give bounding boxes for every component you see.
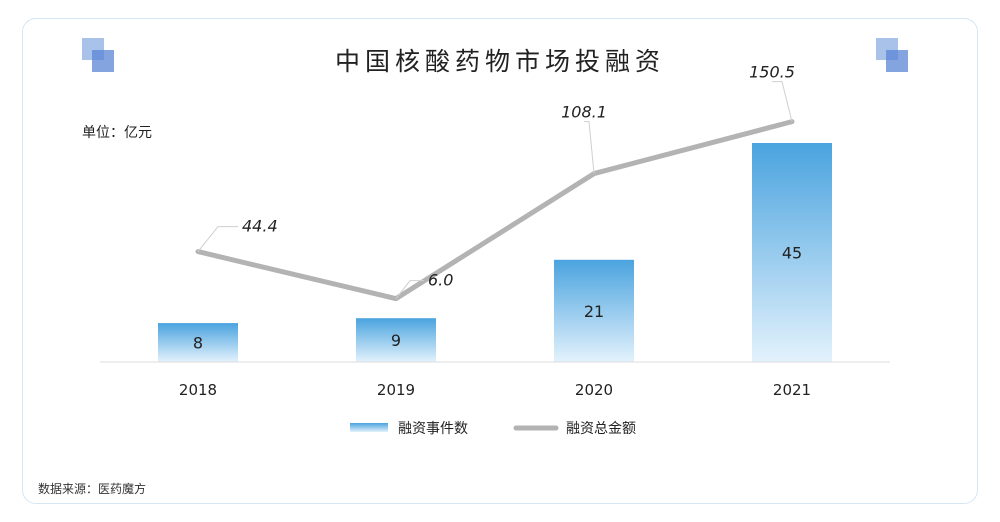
source-note: 数据来源：医药魔方 [38, 482, 147, 496]
unit-label: 单位：亿元 [82, 125, 152, 141]
legend-label-bar: 融资事件数 [398, 421, 468, 437]
decoration-squares-left [82, 38, 114, 72]
legend-label-line: 融资总金额 [566, 421, 636, 437]
leader-2020 [584, 121, 595, 174]
bar-2021 [752, 143, 832, 362]
leader-2018 [197, 226, 238, 252]
amount-label-2019: 6.0 [428, 271, 453, 290]
bar-2018 [158, 323, 238, 362]
leader-2021 [772, 81, 793, 122]
x-tick-2020: 2020 [575, 381, 613, 399]
bar-label-2021: 45 [782, 244, 802, 263]
amount-line [195, 119, 795, 302]
decoration-squares-right [876, 38, 908, 72]
x-tick-2018: 2018 [179, 381, 217, 399]
bar-label-2019: 9 [391, 331, 401, 350]
amount-label-2020: 108.1 [561, 103, 607, 122]
x-tick-2021: 2021 [773, 381, 811, 399]
amount-label-2021: 150.5 [749, 63, 795, 82]
bar-label-2018: 8 [193, 334, 203, 353]
legend-swatch-bar [350, 423, 388, 432]
amount-label-2018: 44.4 [242, 217, 278, 236]
x-tick-2019: 2019 [377, 381, 415, 399]
bar-label-2020: 21 [584, 302, 604, 321]
leader-2019 [395, 280, 424, 299]
bar-2019 [356, 318, 436, 362]
bar-2020 [554, 259, 634, 362]
chart-title: 中国核酸药物市场投融资 [334, 47, 665, 76]
